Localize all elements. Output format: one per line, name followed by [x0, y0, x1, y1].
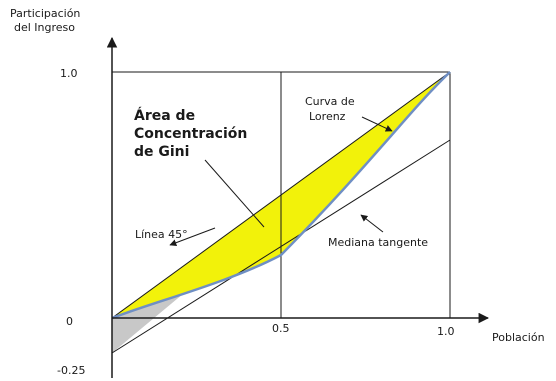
line45-pointer — [169, 227, 216, 247]
lorenz-pointer — [361, 116, 393, 132]
x-axis-title: Población — [492, 331, 545, 344]
y-axis-title-line1: Participación — [10, 7, 80, 20]
area-label-line1: Área de — [134, 107, 195, 124]
x-tick-mid: 0.5 — [272, 322, 290, 335]
tangent-pointer — [360, 214, 384, 233]
area-label-line2: Concentración — [134, 126, 247, 142]
lorenz-label-line2: Lorenz — [309, 110, 346, 123]
y-tick-neg: -0.25 — [57, 364, 85, 377]
y-tick-top: 1.0 — [60, 67, 78, 80]
y-tick-zero: 0 — [66, 315, 73, 328]
line45-label: Línea 45° — [135, 228, 188, 241]
area-pointer — [204, 159, 265, 228]
line-45 — [111, 71, 451, 319]
y-axis-title-line2: del Ingreso — [14, 21, 75, 34]
tangent-label: Mediana tangente — [328, 236, 428, 249]
lorenz-curve — [111, 71, 451, 320]
x-tick-end: 1.0 — [437, 325, 455, 338]
lorenz-label-line1: Curva de — [305, 95, 355, 108]
area-label-line3: de Gini — [134, 144, 189, 160]
